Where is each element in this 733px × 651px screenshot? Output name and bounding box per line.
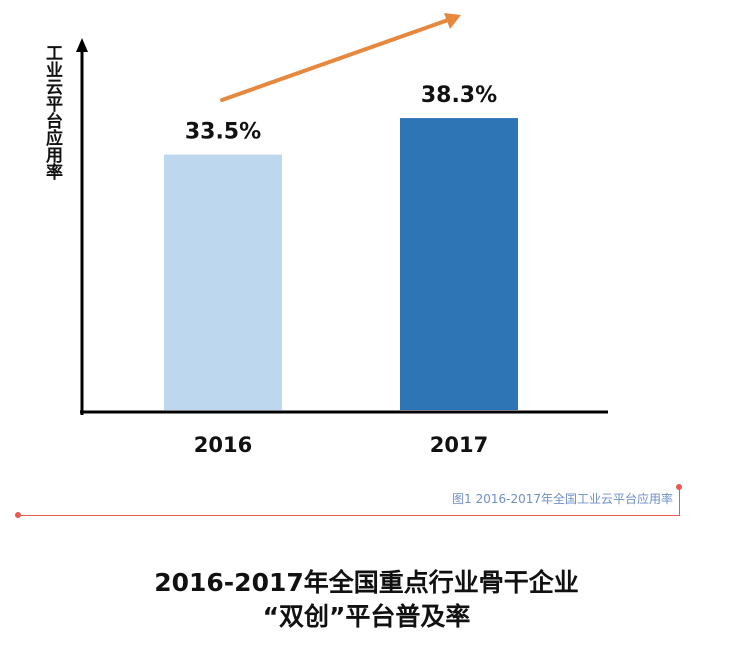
bar-2016 <box>164 154 282 410</box>
value-labels-layer: 33.5% 38.3% <box>185 83 497 145</box>
figure-caption-area: 图1 2016-2017年全国工业云平台应用率 <box>0 480 733 540</box>
bar-2017 <box>400 118 518 411</box>
caption-dot-right <box>676 484 682 490</box>
footer-title-line1: 2016-2017年全国重点行业骨干企业 <box>154 568 579 597</box>
caption-dot-left <box>15 512 21 518</box>
trend-arrow-line <box>220 18 450 102</box>
caption-divider-tick <box>679 488 680 516</box>
x-ticks-layer: 2016 2017 <box>194 433 488 457</box>
y-axis-arrowhead <box>76 38 88 52</box>
footer-title: 2016-2017年全国重点行业骨干企业 “双创”平台普及率 <box>0 566 733 634</box>
trend-arrow-head <box>444 13 461 29</box>
x-tick-label-2016: 2016 <box>194 433 252 457</box>
bar-chart: 33.5% 38.3% 工业云平台应用率 2016 2017 <box>42 13 608 457</box>
y-axis-label: 工业云平台应用率 <box>42 44 63 181</box>
bars-layer <box>164 118 518 411</box>
figure-caption: 图1 2016-2017年全国工业云平台应用率 <box>452 492 673 506</box>
x-tick-label-2017: 2017 <box>430 433 488 457</box>
trend-arrow <box>220 13 461 102</box>
value-label-2017: 38.3% <box>421 83 497 108</box>
caption-divider <box>18 515 680 516</box>
axes-layer <box>76 38 608 415</box>
footer-title-line2: “双创”平台普及率 <box>262 602 471 631</box>
value-label-2016: 33.5% <box>185 120 261 145</box>
